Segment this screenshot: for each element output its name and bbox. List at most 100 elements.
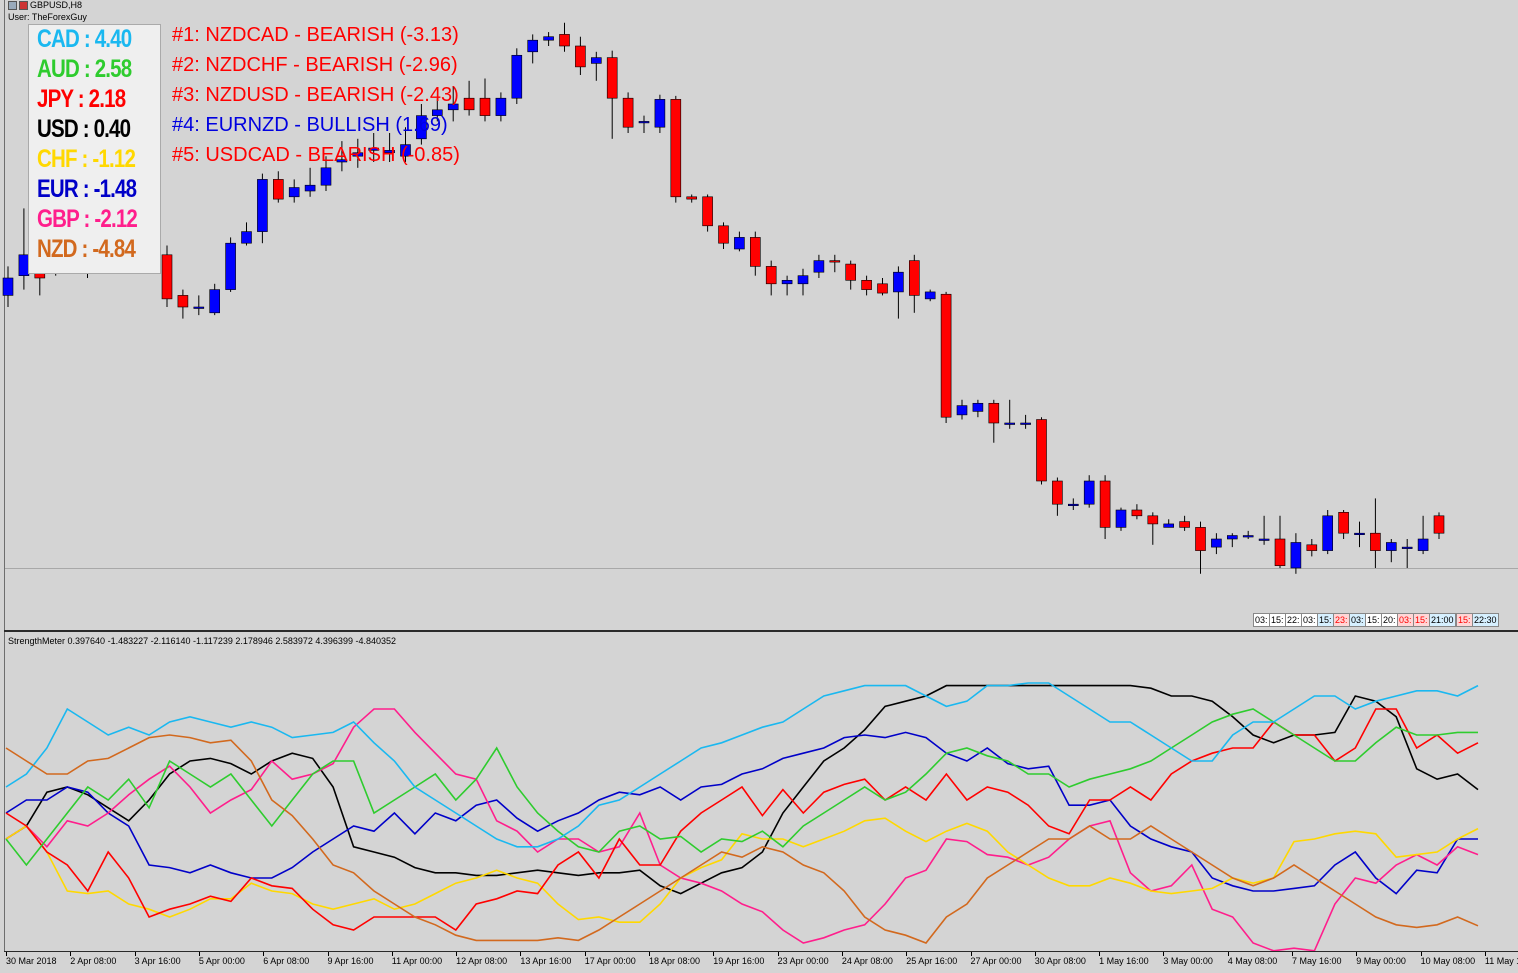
strength-line-jpy: [5, 708, 1479, 932]
time-axis-tick: [1484, 952, 1486, 956]
candle-body: [479, 97, 491, 116]
strength-row-cad: CAD : 4.40: [37, 25, 132, 54]
candle-body: [1417, 538, 1429, 551]
session-timer: 22:30: [1472, 613, 1499, 627]
time-axis-tick: [1420, 952, 1422, 956]
candle-body: [400, 144, 411, 157]
signal-5: #5: USDCAD - BEARISH (-0.85): [172, 144, 460, 166]
time-axis-tick: [6, 952, 7, 956]
candle-body: [177, 295, 189, 308]
time-axis-tick: [841, 952, 843, 956]
candle-body: [1163, 523, 1174, 528]
strength-text: EUR : -1.48: [37, 175, 137, 203]
candle-body: [813, 260, 825, 273]
candle-body: [1433, 515, 1445, 534]
candle-body: [781, 280, 793, 285]
candle-body: [765, 266, 777, 285]
time-axis-tick: [327, 952, 329, 956]
candle-body: [877, 283, 888, 294]
time-axis-tick: [456, 952, 458, 956]
window-title: GBPUSD,H8: [30, 0, 83, 10]
candle-body: [908, 260, 920, 296]
strength-row-chf: CHF : -1.12: [37, 145, 136, 174]
chart-window-icon-2: [19, 0, 28, 10]
time-axis-label: 24 Apr 08:00: [841, 956, 893, 966]
time-axis-tick: [1356, 952, 1358, 956]
time-axis-tick: [1163, 952, 1165, 956]
strength-text: USD : 0.40: [37, 115, 131, 143]
candle-body: [2, 277, 14, 296]
time-axis-label: 4 May 08:00: [1227, 956, 1278, 966]
candle-body: [543, 36, 554, 41]
candle-body: [797, 275, 809, 285]
strength-line-chf: [5, 817, 1479, 924]
candle-body: [1099, 480, 1111, 528]
candle-body: [225, 242, 236, 290]
strength-line-usd: [5, 684, 1479, 895]
candle-body: [734, 237, 745, 250]
time-axis-label: 10 May 08:00: [1420, 956, 1476, 966]
candle-body: [654, 99, 666, 128]
time-axis-label: 5 Apr 00:00: [198, 956, 245, 966]
pane-separator[interactable]: [4, 630, 1518, 632]
candle-body: [1147, 515, 1159, 525]
strength-line-eur: [5, 731, 1478, 895]
time-axis-label: 19 Apr 16:00: [713, 956, 765, 966]
strength-line-gbp: [5, 708, 1479, 952]
candle-body: [1083, 480, 1095, 505]
candle-body: [622, 97, 634, 128]
candle-body: [288, 187, 300, 198]
strength-line-aud: [5, 708, 1478, 867]
time-axis-tick: [520, 952, 522, 956]
candle-body: [320, 167, 332, 186]
candle-body: [368, 147, 380, 151]
candle-body: [257, 179, 268, 232]
candle-body: [590, 57, 602, 64]
candle-body: [924, 291, 936, 300]
candle-body: [1227, 535, 1238, 540]
time-axis-tick: [649, 952, 650, 956]
strength-row-jpy: JPY : 2.18: [37, 85, 126, 114]
time-axis-label: 23 Apr 00:00: [777, 956, 829, 966]
strength-text: JPY : 2.18: [37, 85, 126, 113]
candle-body: [1211, 538, 1222, 548]
candle-body: [829, 260, 841, 263]
candle-body: [702, 196, 713, 227]
candle-body: [1052, 480, 1063, 505]
time-axis-tick: [1292, 952, 1293, 956]
candle-body: [495, 97, 507, 116]
strength-row-nzd: NZD : -4.84: [37, 235, 136, 264]
candle-body: [1306, 544, 1318, 551]
strength-text: AUD : 2.58: [37, 55, 132, 83]
time-axis-label: 12 Apr 08:00: [456, 956, 508, 966]
candle-body: [718, 225, 729, 244]
candle-body: [431, 109, 443, 116]
time-axis-tick: [777, 952, 779, 956]
time-axis-label: 2 Apr 08:00: [70, 956, 117, 966]
session-timer: 21:00: [1429, 613, 1456, 627]
time-axis-label: 3 Apr 16:00: [134, 956, 181, 966]
time-axis-tick: [134, 952, 136, 956]
time-axis-label: 11 May 16:00: [1484, 956, 1518, 966]
signal-4: #4: EURNZD - BULLISH (1.69): [172, 114, 448, 136]
candle-body: [749, 237, 761, 267]
time-axis-label: 13 Apr 16:00: [520, 956, 572, 966]
strength-line-cad: [5, 682, 1479, 848]
candle-body: [686, 196, 698, 200]
candle-body: [1401, 546, 1413, 549]
candle-body: [1195, 527, 1206, 551]
time-axis-label: 11 Apr 00:00: [391, 956, 443, 966]
candle-body: [845, 263, 857, 281]
time-axis-tick: [713, 952, 715, 956]
time-axis-label: 6 Apr 08:00: [263, 956, 310, 966]
candle-body: [272, 179, 284, 200]
candle-body: [1322, 515, 1333, 551]
user-label: User: TheForexGuy: [8, 12, 87, 22]
candle-body: [893, 271, 904, 293]
time-axis-label: 30 Apr 08:00: [1034, 956, 1086, 966]
signal-3: #3: NZDUSD - BEARISH (-2.43): [172, 84, 459, 106]
candle-body: [1131, 509, 1143, 517]
candle-body: [193, 306, 205, 309]
